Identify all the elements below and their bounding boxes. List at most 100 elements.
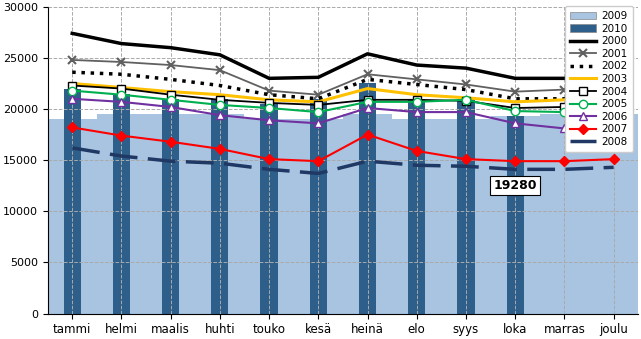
2005 — [363, 100, 371, 104]
Bar — [162, 99, 179, 314]
2008 — [117, 154, 125, 158]
Bar — [63, 88, 81, 314]
2002 — [560, 97, 568, 101]
2004 — [117, 86, 125, 91]
2008 — [167, 159, 174, 163]
Bar — [457, 99, 474, 314]
2008 — [462, 164, 470, 168]
2002 — [315, 97, 322, 101]
Bar — [392, 119, 442, 314]
Bar — [408, 99, 426, 314]
Bar — [540, 114, 589, 314]
Line: 2007: 2007 — [69, 124, 617, 165]
2001 — [216, 68, 224, 72]
Bar — [589, 114, 638, 314]
Text: 19280: 19280 — [494, 179, 537, 192]
2005 — [117, 93, 125, 97]
2003 — [560, 98, 568, 102]
2000 — [117, 42, 125, 46]
2004 — [560, 105, 568, 109]
2006 — [512, 121, 519, 125]
Bar — [294, 119, 343, 314]
2001 — [167, 63, 174, 67]
Legend: 2009, 2010, 2000, 2001, 2002, 2003, 2004, 2005, 2006, 2007, 2008: 2009, 2010, 2000, 2001, 2002, 2003, 2004… — [565, 6, 633, 152]
2003 — [413, 93, 420, 97]
2006 — [315, 121, 322, 125]
2007 — [610, 157, 617, 161]
2002 — [610, 93, 617, 97]
2008 — [216, 161, 224, 165]
2000 — [265, 76, 273, 80]
2005 — [69, 88, 76, 93]
2001 — [413, 77, 420, 81]
2000 — [413, 63, 420, 67]
Line: 2006: 2006 — [68, 95, 618, 133]
2007 — [69, 125, 76, 129]
2005 — [413, 100, 420, 104]
Line: 2005: 2005 — [68, 86, 618, 119]
2005 — [216, 103, 224, 107]
2004 — [363, 98, 371, 102]
2007 — [117, 134, 125, 138]
2007 — [462, 157, 470, 161]
Line: 2001: 2001 — [68, 56, 618, 99]
2007 — [512, 159, 519, 163]
2001 — [363, 72, 371, 76]
2006 — [363, 106, 371, 110]
2008 — [265, 167, 273, 172]
2007 — [315, 159, 322, 163]
Bar — [113, 94, 130, 314]
2002 — [117, 72, 125, 76]
2001 — [315, 93, 322, 97]
Line: 2004: 2004 — [68, 81, 618, 112]
Bar — [359, 83, 376, 314]
2000 — [512, 76, 519, 80]
2005 — [560, 110, 568, 114]
2006 — [413, 110, 420, 114]
2000 — [216, 53, 224, 57]
2003 — [69, 81, 76, 85]
2007 — [363, 133, 371, 137]
2004 — [265, 101, 273, 105]
2003 — [117, 85, 125, 89]
Bar — [97, 114, 146, 314]
2007 — [216, 147, 224, 151]
2000 — [315, 75, 322, 79]
2003 — [167, 89, 174, 94]
2008 — [610, 165, 617, 169]
2001 — [560, 87, 568, 92]
Bar — [490, 116, 540, 314]
Line: 2008: 2008 — [72, 148, 613, 174]
2008 — [560, 167, 568, 172]
2006 — [265, 118, 273, 122]
2000 — [363, 52, 371, 56]
2004 — [462, 99, 470, 103]
Bar — [244, 119, 294, 314]
2000 — [610, 75, 617, 79]
2006 — [610, 123, 617, 127]
2001 — [610, 82, 617, 86]
2006 — [167, 105, 174, 109]
2008 — [363, 159, 371, 163]
2001 — [512, 89, 519, 94]
2000 — [69, 31, 76, 35]
2002 — [265, 93, 273, 97]
2003 — [216, 93, 224, 97]
2005 — [462, 98, 470, 102]
2003 — [512, 100, 519, 104]
2000 — [560, 76, 568, 80]
2000 — [462, 66, 470, 70]
2005 — [315, 110, 322, 114]
2005 — [512, 109, 519, 113]
2005 — [167, 98, 174, 102]
2006 — [216, 113, 224, 117]
2007 — [413, 149, 420, 153]
Bar — [442, 119, 490, 314]
2004 — [69, 83, 76, 87]
Bar — [146, 114, 196, 314]
Bar — [343, 114, 392, 314]
Bar — [310, 99, 327, 314]
2000 — [167, 46, 174, 50]
2007 — [265, 157, 273, 161]
2008 — [512, 167, 519, 172]
